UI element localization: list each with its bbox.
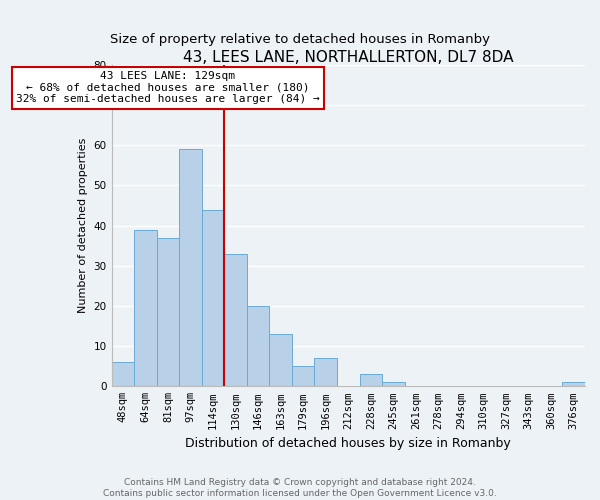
- Bar: [314, 358, 337, 386]
- Bar: [382, 382, 404, 386]
- Y-axis label: Number of detached properties: Number of detached properties: [78, 138, 88, 314]
- Bar: [224, 254, 247, 386]
- Bar: [269, 334, 292, 386]
- Text: 43 LEES LANE: 129sqm
← 68% of detached houses are smaller (180)
32% of semi-deta: 43 LEES LANE: 129sqm ← 68% of detached h…: [16, 71, 320, 104]
- X-axis label: Distribution of detached houses by size in Romanby: Distribution of detached houses by size …: [185, 437, 511, 450]
- Bar: [562, 382, 585, 386]
- Bar: [179, 150, 202, 386]
- Bar: [157, 238, 179, 386]
- Text: Size of property relative to detached houses in Romanby: Size of property relative to detached ho…: [110, 32, 490, 46]
- Text: Contains HM Land Registry data © Crown copyright and database right 2024.
Contai: Contains HM Land Registry data © Crown c…: [103, 478, 497, 498]
- Bar: [202, 210, 224, 386]
- Bar: [292, 366, 314, 386]
- Bar: [134, 230, 157, 386]
- Bar: [359, 374, 382, 386]
- Title: 43, LEES LANE, NORTHALLERTON, DL7 8DA: 43, LEES LANE, NORTHALLERTON, DL7 8DA: [183, 50, 514, 65]
- Bar: [247, 306, 269, 386]
- Bar: [112, 362, 134, 386]
